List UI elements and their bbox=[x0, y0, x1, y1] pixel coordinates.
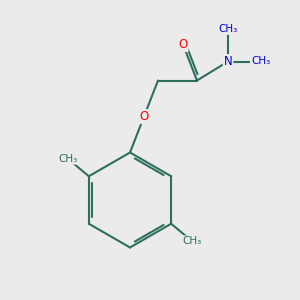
Text: N: N bbox=[224, 55, 232, 68]
Text: CH₃: CH₃ bbox=[251, 56, 270, 67]
Text: CH₃: CH₃ bbox=[182, 236, 202, 246]
Text: O: O bbox=[178, 38, 188, 51]
Text: CH₃: CH₃ bbox=[218, 24, 238, 34]
Text: O: O bbox=[140, 110, 148, 123]
Text: CH₃: CH₃ bbox=[58, 154, 77, 164]
